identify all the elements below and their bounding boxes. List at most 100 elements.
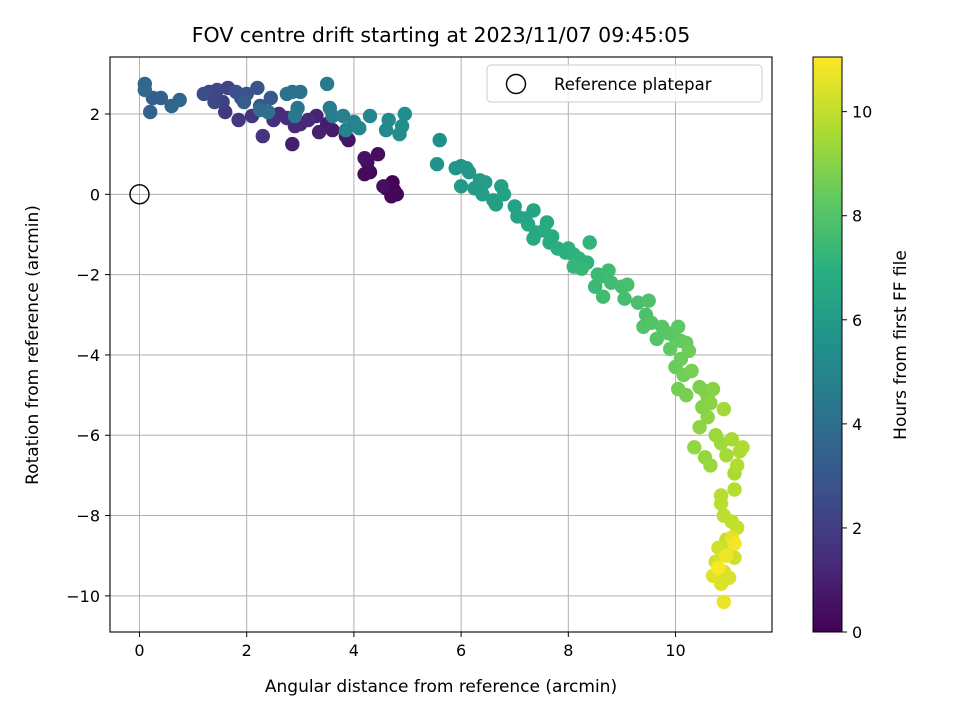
data-point bbox=[475, 187, 490, 202]
data-point bbox=[617, 291, 632, 306]
legend-marker bbox=[505, 73, 527, 95]
data-point bbox=[394, 118, 410, 134]
data-point bbox=[705, 381, 721, 397]
x-tick-label: 8 bbox=[563, 641, 573, 660]
y-tick-label: −4 bbox=[76, 346, 100, 365]
data-point bbox=[679, 387, 694, 403]
data-point bbox=[263, 90, 278, 106]
colorbar-tick-label: 4 bbox=[852, 415, 862, 434]
legend-entry-reference-platepar: Reference platepar bbox=[554, 75, 712, 94]
y-tick-label: 0 bbox=[90, 185, 100, 204]
legend-box bbox=[486, 64, 763, 103]
data-point bbox=[285, 136, 300, 152]
colorbar-ticks: 0 2 4 6 8 10 bbox=[842, 103, 872, 642]
y-tick-label: −2 bbox=[76, 266, 100, 285]
data-point bbox=[461, 165, 477, 180]
y-tick-label: 2 bbox=[90, 105, 100, 124]
data-point bbox=[301, 112, 316, 128]
data-point bbox=[630, 295, 646, 310]
data-point bbox=[397, 106, 412, 122]
data-point bbox=[210, 82, 225, 98]
data-point bbox=[362, 108, 378, 124]
data-point bbox=[236, 94, 252, 110]
data-point bbox=[574, 261, 589, 276]
x-tick-label: 2 bbox=[242, 641, 252, 660]
data-point bbox=[496, 187, 512, 202]
data-point bbox=[719, 548, 734, 563]
data-point bbox=[488, 197, 504, 212]
data-point bbox=[287, 108, 303, 124]
data-point bbox=[325, 108, 340, 124]
data-point bbox=[724, 432, 739, 447]
x-axis-title: Angular distance from reference (arcmin) bbox=[265, 677, 617, 697]
data-point bbox=[384, 189, 399, 204]
data-point bbox=[727, 536, 742, 551]
data-point bbox=[692, 420, 707, 435]
data-point bbox=[716, 594, 731, 610]
data-point bbox=[687, 440, 702, 455]
colorbar: 0 2 4 6 8 10 Hours from first FF file bbox=[812, 56, 911, 642]
colorbar-tick-label: 2 bbox=[852, 519, 862, 538]
data-point bbox=[582, 235, 597, 250]
data-point bbox=[228, 84, 244, 100]
data-point bbox=[153, 90, 169, 106]
x-tick-label: 10 bbox=[665, 641, 685, 660]
legend: Reference platepar bbox=[486, 64, 763, 103]
data-point bbox=[730, 458, 745, 473]
data-point bbox=[713, 496, 729, 511]
data-point bbox=[595, 289, 611, 304]
data-point bbox=[711, 560, 726, 575]
data-point bbox=[620, 277, 635, 292]
data-point bbox=[172, 92, 187, 108]
x-tick-label: 0 bbox=[134, 641, 144, 660]
data-point bbox=[727, 482, 742, 497]
colorbar-tick-label: 10 bbox=[852, 103, 872, 122]
reference-platepar-marker bbox=[129, 184, 150, 205]
colorbar-tick-label: 6 bbox=[852, 311, 862, 330]
data-point bbox=[250, 80, 265, 96]
data-point bbox=[370, 147, 386, 162]
data-point bbox=[357, 151, 372, 166]
data-point bbox=[381, 112, 396, 128]
chart-title: FOV centre drift starting at 2023/11/07 … bbox=[192, 23, 691, 47]
data-point bbox=[601, 263, 616, 278]
data-point bbox=[700, 410, 715, 425]
data-point bbox=[735, 440, 750, 455]
data-point bbox=[279, 86, 295, 102]
data-point bbox=[649, 331, 664, 347]
data-point bbox=[376, 179, 391, 194]
data-point bbox=[719, 448, 734, 463]
data-point bbox=[641, 293, 656, 308]
data-point bbox=[703, 395, 718, 411]
data-point bbox=[526, 231, 541, 246]
data-point bbox=[663, 341, 678, 357]
data-point bbox=[357, 167, 372, 182]
data-point bbox=[432, 132, 447, 148]
colorbar-tick-label: 8 bbox=[852, 207, 862, 226]
y-tick-label: −8 bbox=[76, 507, 100, 526]
y-tick-label: −6 bbox=[76, 426, 100, 445]
y-axis-ticks: −10 −8 −6 −4 −2 0 2 bbox=[66, 105, 110, 606]
data-point bbox=[293, 84, 308, 100]
x-axis-ticks: 0 2 4 6 8 10 bbox=[134, 632, 686, 660]
data-point bbox=[453, 179, 469, 194]
data-point bbox=[196, 86, 211, 102]
data-points bbox=[129, 76, 750, 610]
data-point bbox=[137, 82, 152, 98]
data-point bbox=[526, 203, 541, 218]
data-point bbox=[143, 104, 158, 120]
data-point bbox=[336, 108, 351, 124]
data-point bbox=[703, 458, 718, 473]
x-tick-label: 4 bbox=[349, 641, 359, 660]
data-point bbox=[684, 363, 699, 379]
data-point bbox=[681, 343, 697, 359]
data-point bbox=[231, 112, 246, 128]
data-point bbox=[671, 319, 686, 334]
data-point bbox=[429, 157, 445, 172]
data-point bbox=[207, 94, 222, 110]
data-point bbox=[352, 120, 367, 136]
data-point bbox=[319, 76, 335, 92]
data-point bbox=[311, 124, 327, 140]
x-tick-label: 6 bbox=[456, 641, 466, 660]
